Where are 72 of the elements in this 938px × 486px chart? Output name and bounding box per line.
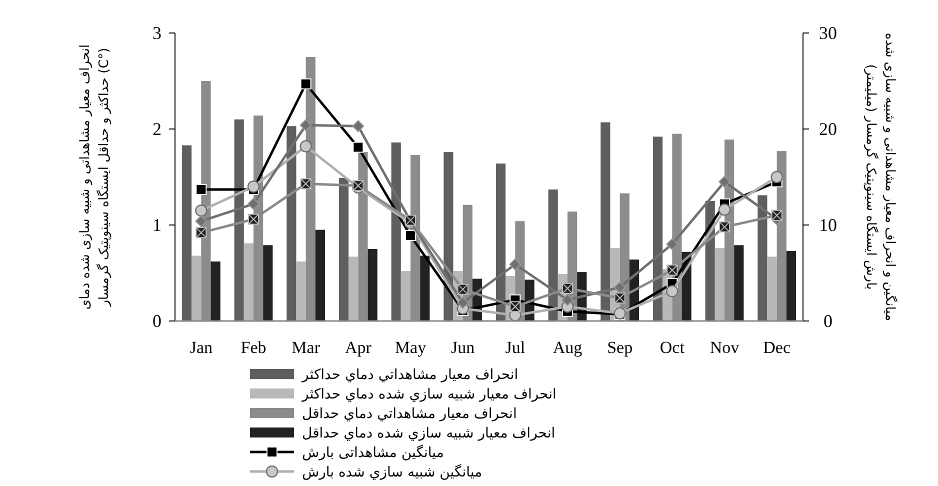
legend-label: انحراف معيار مشاهداتي دماي حداقل	[302, 406, 517, 422]
bar	[714, 248, 724, 321]
bar	[767, 256, 777, 321]
y-tick-label: 3	[152, 23, 162, 43]
point	[614, 281, 626, 294]
y-tick-label: 0	[152, 311, 162, 331]
point	[562, 294, 574, 306]
point	[195, 204, 208, 217]
bar	[758, 195, 768, 321]
point	[300, 140, 312, 152]
bar	[263, 245, 273, 321]
point	[352, 120, 364, 132]
legend-label: انحراف معيار مشاهداتي دماي حداكثر	[301, 367, 518, 383]
y2-tick-label: 20	[819, 119, 837, 139]
x-tick-label: Jan	[190, 338, 213, 357]
x-tick-label: Apr	[344, 338, 372, 357]
bar	[400, 271, 410, 321]
x-tick-label: Oct	[660, 338, 685, 357]
bar	[234, 119, 244, 321]
x-tick-label: Mar	[292, 338, 320, 357]
point	[405, 230, 416, 242]
point	[718, 176, 730, 188]
bar	[244, 243, 254, 321]
point	[300, 119, 312, 132]
bar	[368, 249, 378, 321]
y2-tick-label: 0	[824, 311, 832, 331]
bar	[315, 230, 326, 321]
bar	[192, 256, 202, 321]
point	[300, 78, 312, 90]
y-tick-label: 2	[152, 119, 162, 139]
x-tick-label: Aug	[552, 338, 583, 357]
bar	[734, 245, 744, 321]
point	[196, 184, 207, 195]
point	[718, 204, 731, 216]
point	[352, 142, 364, 153]
bar	[496, 164, 506, 321]
legend-label: انحراف معيار شبيه سازي شده دماي حداقل	[302, 426, 556, 442]
x-tick-label: Feb	[240, 338, 266, 357]
x-tick-label: May	[394, 338, 427, 357]
bar	[286, 126, 296, 321]
bar	[182, 145, 192, 321]
bar	[296, 261, 306, 321]
point	[247, 180, 260, 193]
bar	[786, 250, 796, 321]
x-tick-label: Sep	[607, 338, 633, 357]
point	[509, 258, 522, 270]
y2-tick-label: 10	[819, 215, 837, 235]
x-tick-label: Dec	[763, 338, 791, 357]
bar	[338, 178, 349, 321]
point	[666, 238, 678, 250]
x-tick-label: Jun	[451, 338, 476, 357]
legend-label: ميانگين شبيه سازي شده بارش	[302, 464, 482, 480]
bar	[348, 256, 358, 321]
bar	[652, 136, 663, 321]
bar	[420, 256, 430, 321]
y-axis-title: انحراف معیار مشاهداتی و شبیه سازی شده دمای حداکثر و حداقل ایستگاه سینوپتیک گرمسار (C°)	[78, 44, 112, 310]
x-tick-label: Jul	[505, 338, 526, 357]
point	[248, 198, 260, 210]
bar	[600, 122, 610, 321]
point	[666, 285, 678, 298]
legend-label: انحراف معيار شبيه سازي شده دماي حداكثر	[301, 386, 556, 402]
x-tick-label: Nov	[710, 338, 740, 357]
point	[456, 296, 469, 309]
y2-axis-title: میانگین و انحراف معیار مشاهداتی و شبیه سازی شده بارش ایستگاه سینوپتیک گرمسار (میلیمتر)	[863, 32, 898, 322]
bar	[391, 142, 401, 321]
point	[195, 215, 208, 228]
y2-tick-label: 30	[819, 23, 837, 43]
bar	[210, 261, 220, 321]
point	[770, 170, 783, 184]
bar	[548, 189, 558, 321]
legend-label: ميانگين مشاهداتی بارش	[302, 444, 444, 461]
y-tick-label: 1	[152, 215, 162, 235]
